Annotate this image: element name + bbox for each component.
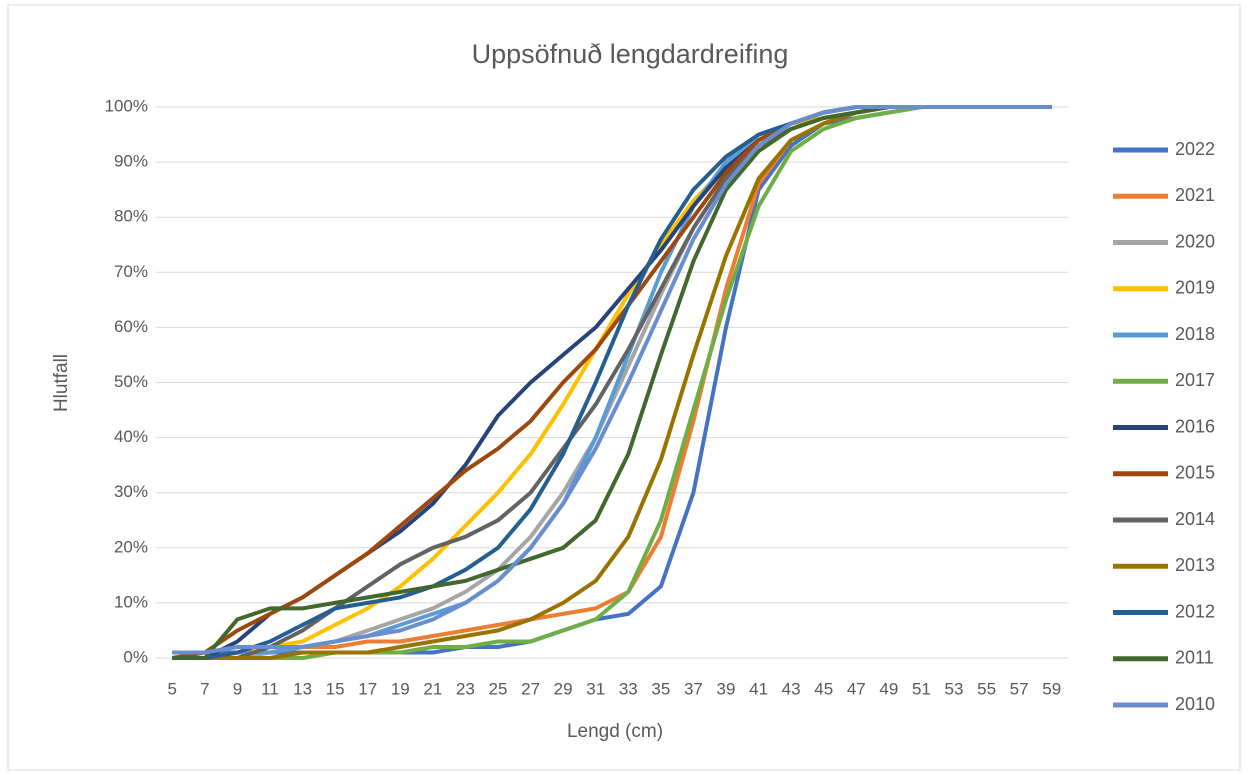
y-tick-label: 0% <box>123 647 148 666</box>
x-tick-label: 25 <box>489 679 508 698</box>
y-tick-label: 80% <box>114 207 148 226</box>
series-line <box>172 105 1052 660</box>
x-tick-label: 43 <box>782 679 801 698</box>
x-tick-label: 23 <box>456 679 475 698</box>
x-tick-label: 57 <box>1010 679 1029 698</box>
y-tick-label: 20% <box>114 537 148 556</box>
x-tick-label: 59 <box>1042 679 1061 698</box>
x-tick-label: 51 <box>912 679 931 698</box>
x-tick-label: 5 <box>168 679 177 698</box>
grid: 0%10%20%30%40%50%60%70%80%90%100%5 7 9 11 13… <box>105 96 1068 698</box>
x-tick-label: 53 <box>945 679 964 698</box>
x-tick-label: 9 <box>233 679 242 698</box>
x-tick-label: 11 <box>261 679 279 698</box>
legend-label: 2015 <box>1175 463 1215 483</box>
x-tick-label: 19 <box>391 679 410 698</box>
legend-label: 2020 <box>1175 231 1215 251</box>
legend-label: 2013 <box>1175 555 1215 575</box>
x-tick-label: 21 <box>423 679 442 698</box>
legend-label: 2018 <box>1175 324 1215 344</box>
y-tick-label: 50% <box>114 372 148 391</box>
legend-label: 2017 <box>1175 370 1215 390</box>
lines <box>171 105 1052 660</box>
legend-label: 2012 <box>1175 601 1215 621</box>
legend-label: 2016 <box>1175 416 1215 436</box>
x-tick-label: 29 <box>554 679 573 698</box>
legend-label: 2022 <box>1175 139 1215 159</box>
series-line <box>172 105 1052 655</box>
x-tick-label: 39 <box>717 679 736 698</box>
y-tick-label: 100% <box>105 96 148 115</box>
x-tick-label: 17 <box>358 679 377 698</box>
legend-label: 2010 <box>1175 694 1215 714</box>
legend: 2022 2021 2020 2019 2018 2017 2016 2015 2014 2013… <box>1113 139 1215 714</box>
x-tick-label: 47 <box>847 679 866 698</box>
chart-title: Uppsöfnuð lengdardreifing <box>472 39 789 69</box>
y-tick-label: 70% <box>114 262 148 281</box>
y-axis-title: Hlutfall <box>51 354 72 412</box>
x-tick-label: 41 <box>749 679 768 698</box>
x-tick-label: 27 <box>521 679 540 698</box>
x-tick-label: 33 <box>619 679 638 698</box>
legend-label: 2021 <box>1175 185 1215 205</box>
y-tick-label: 40% <box>114 427 148 446</box>
x-tick-label: 45 <box>814 679 833 698</box>
legend-label: 2019 <box>1175 278 1215 298</box>
x-tick-label: 13 <box>293 679 312 698</box>
y-tick-label: 90% <box>114 152 148 171</box>
legend-label: 2011 <box>1175 648 1214 668</box>
y-tick-label: 30% <box>114 482 148 501</box>
x-tick-label: 31 <box>586 679 605 698</box>
x-axis-title: Lengd (cm) <box>567 721 663 742</box>
x-tick-label: 15 <box>326 679 345 698</box>
x-tick-label: 7 <box>200 679 209 698</box>
y-tick-label: 60% <box>114 317 148 336</box>
x-tick-label: 35 <box>651 679 670 698</box>
x-tick-label: 55 <box>977 679 996 698</box>
legend-label: 2014 <box>1175 509 1215 529</box>
x-tick-label: 49 <box>879 679 898 698</box>
x-tick-label: 37 <box>684 679 703 698</box>
y-tick-label: 10% <box>114 592 148 611</box>
